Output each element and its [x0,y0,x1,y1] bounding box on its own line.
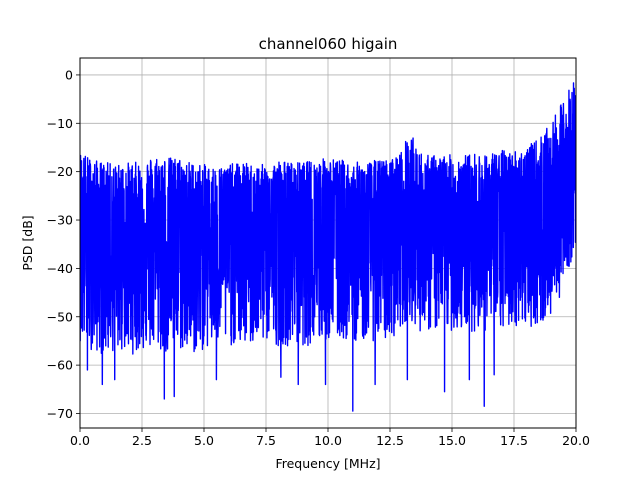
chart-title: channel060 higain [259,35,398,53]
x-axis-label: Frequency [MHz] [275,456,380,471]
x-tick-label: 2.5 [132,433,152,448]
series-line [80,82,576,412]
x-tick-label: 5.0 [194,433,214,448]
psd-trace [80,82,576,412]
y-tick-label: −10 [47,116,73,131]
y-axis-label: PSD [dB] [20,215,35,270]
x-tick-label: 10.0 [314,433,342,448]
x-tick-label: 17.5 [500,433,528,448]
x-tick-label: 15.0 [438,433,466,448]
y-axis-ticks: 0 −10 −20 −30 −40 −50 −60 −70 [47,67,80,421]
y-tick-label: −50 [47,309,73,324]
y-tick-label: −20 [47,164,73,179]
y-tick-label: −40 [47,261,73,276]
y-tick-label: −30 [47,213,73,228]
x-tick-label: 7.5 [256,433,276,448]
x-axis-ticks: 0.0 2.5 5.0 7.5 10.0 12.5 15.0 17.5 20.0 [70,428,590,448]
x-tick-label: 20.0 [562,433,590,448]
y-tick-label: −70 [47,406,73,421]
x-tick-label: 0.0 [70,433,90,448]
x-tick-label: 12.5 [376,433,404,448]
y-tick-label: −60 [47,358,73,373]
y-tick-label: 0 [65,67,73,82]
